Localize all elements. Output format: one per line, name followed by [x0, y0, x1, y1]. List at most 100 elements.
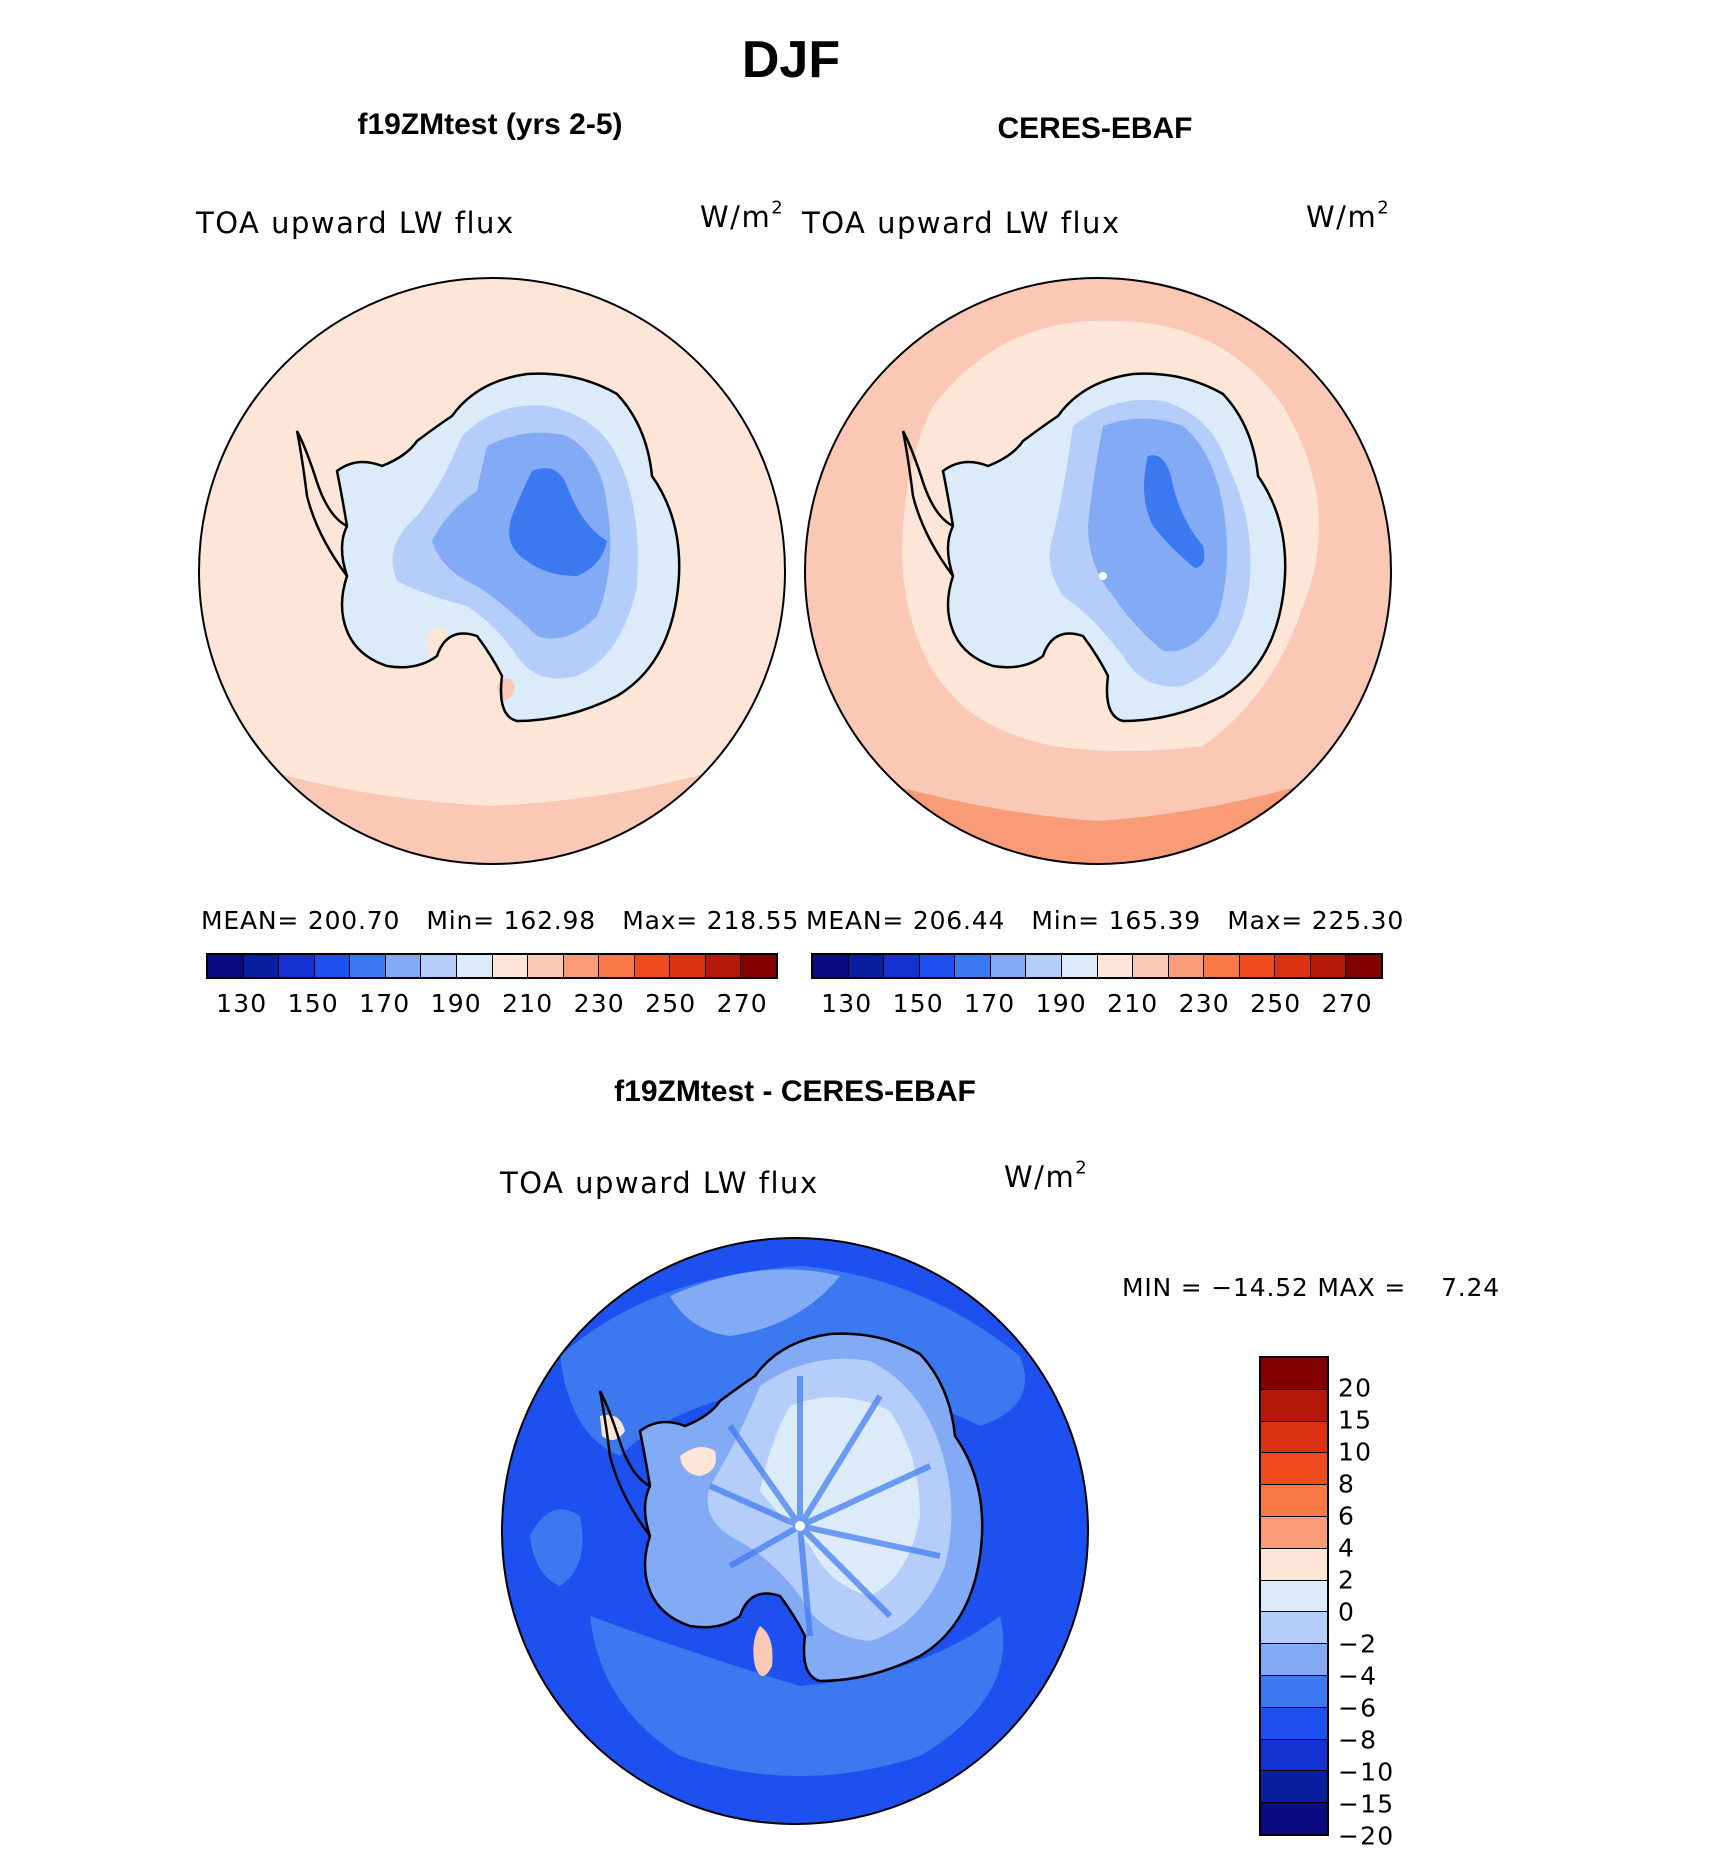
colorbar-cell	[705, 955, 742, 977]
colorbar-tick-label: 130	[821, 989, 873, 1018]
colorbar-tick-label: 190	[1035, 989, 1087, 1018]
pole-point	[1099, 572, 1107, 580]
colorbar-cell	[1061, 955, 1098, 977]
colorbar-tick-label: −6	[1338, 1693, 1378, 1723]
colorbar-model: 130 150 170 190 210 230 250 270	[206, 953, 778, 1019]
colorbar-cell	[813, 955, 849, 977]
colorbar-tick-label: 230	[1178, 989, 1230, 1018]
colorbar-cell	[634, 955, 671, 977]
antarctica-shade-4	[1144, 455, 1205, 568]
colorbar-cell	[1261, 1771, 1327, 1804]
colorbar-cell	[350, 955, 386, 977]
colorbar-tick-label: 150	[287, 989, 339, 1018]
colorbar-cell	[1261, 1453, 1327, 1486]
colorbar-cell	[243, 955, 280, 977]
polar-map-diff	[501, 1237, 1089, 1825]
colorbar-cell	[599, 955, 635, 977]
colorbar-tick-label: −8	[1338, 1725, 1378, 1755]
colorbar-cell	[1346, 955, 1381, 977]
colorbar-tick-label: −10	[1338, 1757, 1395, 1787]
polar-map-obs	[804, 277, 1392, 865]
colorbar-cell	[884, 955, 920, 977]
figure-title: DJF	[741, 31, 841, 89]
colorbar-cell	[1261, 1389, 1327, 1422]
diff-units: W/m2	[1004, 1157, 1089, 1194]
colorbar-cell	[563, 955, 600, 977]
colorbar-tick-label: 210	[502, 989, 554, 1018]
colorbar-labels: 130 150 170 190 210 230 250 270	[206, 989, 778, 1019]
colorbar-cells	[206, 953, 778, 979]
map-border	[198, 277, 786, 865]
stats-obs: MEAN= 206.44 Min= 165.39 Max= 225.30	[806, 906, 1405, 935]
panel-title-obs: CERES-EBAF	[997, 112, 1193, 145]
map-border	[501, 1237, 1089, 1825]
colorbar-cell	[1261, 1739, 1327, 1772]
colorbar-tick-label: 270	[716, 989, 768, 1018]
colorbar-cell	[1261, 1485, 1327, 1517]
colorbar-cell	[1261, 1580, 1327, 1613]
panel-variable-model: TOA upward LW flux	[196, 206, 515, 240]
colorbar-cell	[1261, 1803, 1327, 1834]
colorbar-tick-label: 170	[359, 989, 411, 1018]
colorbar-tick-label: −4	[1338, 1661, 1378, 1691]
ocean-patch-2	[590, 1616, 1004, 1776]
colorbar-cell	[208, 955, 244, 977]
colorbar-tick-label: −20	[1338, 1821, 1395, 1851]
colorbar-tick-label: 8	[1338, 1469, 1356, 1499]
diff-minmax: MIN = −14.52 MAX = 7.24	[1122, 1273, 1500, 1302]
colorbar-cell	[919, 955, 956, 977]
colorbar-diff-labels: 20 15 10 8 6 4 2 0 −2 −4 −6 −8 −10 −15 −20	[1338, 1356, 1458, 1851]
colorbar-cell	[1310, 955, 1347, 977]
colorbar-cell	[1261, 1421, 1327, 1454]
colorbar-tick-label: 10	[1338, 1437, 1373, 1467]
panel-units-model: W/m2	[700, 197, 785, 234]
colorbar-tick-label: 190	[430, 989, 482, 1018]
colorbar-obs: 130 150 170 190 210 230 250 270	[811, 953, 1383, 1019]
diff-title: f19ZMtest - CERES-EBAF	[614, 1075, 976, 1108]
antarctica-shade-3	[1088, 418, 1227, 652]
colorbar-cell	[1239, 955, 1276, 977]
colorbar-cell	[314, 955, 351, 977]
colorbar-cell	[1097, 955, 1134, 977]
colorbar-cell	[1261, 1516, 1327, 1549]
stats-model: MEAN= 200.70 Min= 162.98 Max= 218.55	[201, 906, 800, 935]
coastline	[901, 372, 1287, 723]
antarctica-shade-4	[509, 468, 607, 576]
warm-patch-1	[680, 1447, 716, 1476]
colorbar-cell	[1261, 1707, 1327, 1740]
colorbar-cell	[1261, 1548, 1327, 1581]
colorbar-cell	[492, 955, 529, 977]
colorbar-cell	[670, 955, 706, 977]
colorbar-tick-label: 270	[1321, 989, 1373, 1018]
colorbar-cell	[1133, 955, 1169, 977]
ocean-patch-4	[530, 1509, 583, 1586]
colorbar-cell	[528, 955, 564, 977]
colorbar-tick-label: −15	[1338, 1789, 1395, 1819]
peninsula-patch	[426, 627, 449, 661]
colorbar-tick-label: 15	[1338, 1405, 1373, 1435]
map-border	[804, 277, 1392, 865]
colorbar-tick-label: 210	[1107, 989, 1159, 1018]
panel-variable-obs: TOA upward LW flux	[802, 206, 1121, 240]
colorbar-tick-label: 4	[1338, 1533, 1356, 1563]
coastline	[295, 372, 681, 723]
colorbar-cell	[848, 955, 885, 977]
colorbar-cell	[955, 955, 991, 977]
colorbar-cell	[741, 955, 776, 977]
colorbar-cell	[1261, 1675, 1327, 1708]
colorbar-diff	[1259, 1356, 1329, 1836]
warm-patch-2	[753, 1626, 773, 1676]
colorbar-tick-label: 130	[216, 989, 268, 1018]
colorbar-cell	[990, 955, 1027, 977]
colorbar-cell	[1026, 955, 1062, 977]
panel-title-model: f19ZMtest (yrs 2-5)	[357, 108, 623, 141]
colorbar-labels: 130 150 170 190 210 230 250 270	[811, 989, 1383, 1019]
colorbar-tick-label: 170	[964, 989, 1016, 1018]
colorbar-tick-label: 20	[1338, 1373, 1373, 1403]
colorbar-cell	[385, 955, 422, 977]
colorbar-tick-label: 150	[892, 989, 944, 1018]
colorbar-cell	[279, 955, 315, 977]
colorbar-tick-label: 230	[573, 989, 625, 1018]
colorbar-cell	[1204, 955, 1240, 977]
panel-units-obs: W/m2	[1306, 197, 1391, 234]
